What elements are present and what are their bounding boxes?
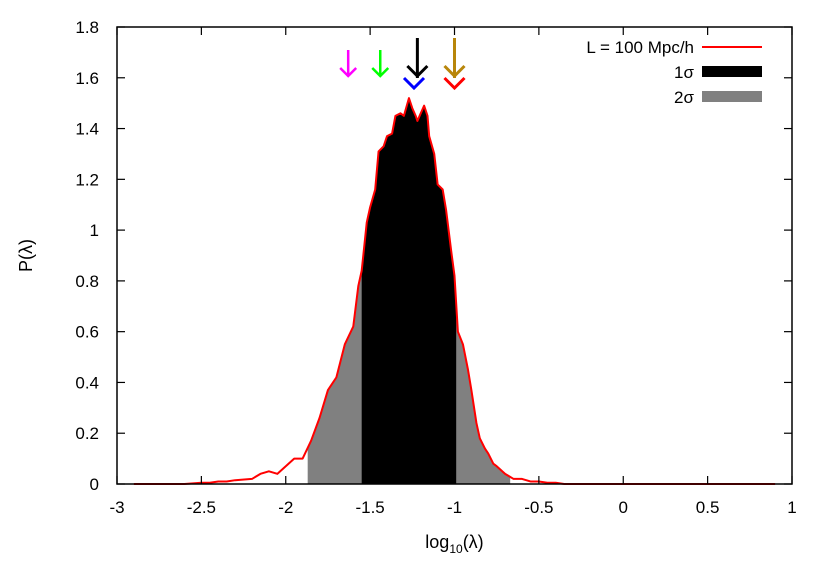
legend-label-2sigma: 2σ [674,88,694,107]
arrow-head [402,76,426,91]
arrow-marker [406,38,429,79]
x-tick-label: 0.5 [696,498,720,517]
x-tick-label: -3 [109,498,124,517]
y-tick-label: 0 [90,475,99,494]
y-tick-label: 1.4 [75,120,99,139]
x-tick-label: -1 [447,498,462,517]
arrow-head [406,64,429,79]
series-line [133,97,776,485]
x-tick-label: 0 [619,498,628,517]
x-axis-label-sub: 10 [449,542,463,556]
tick-layer: -3 -2.5 -2 -1.5 -1 -0.5 0 0.5 1 0 0.2 0.4 0.6 0.8 1 1.2… [75,18,796,517]
band-1sigma [361,98,457,484]
y-tick-label: 1 [90,221,99,240]
sigma-bands [307,98,511,484]
arrow-head [339,67,358,78]
x-tick-label: -2 [278,498,293,517]
y-tick-label: 0.2 [75,424,99,443]
legend-label-line: L = 100 Mpc/h [586,38,694,57]
x-tick-label: 1 [787,498,796,517]
legend-swatch-2sigma [702,91,762,102]
arrow-marker [402,76,426,91]
x-tick-label: -0.5 [524,498,553,517]
arrow-marker [443,76,466,91]
y-tick-label: 0.6 [75,323,99,342]
legend-swatch-1sigma [702,66,762,77]
arrow-head [371,67,390,78]
arrow-marker [339,50,358,78]
x-tick-label: -1.5 [355,498,384,517]
x-tick-label: -2.5 [187,498,216,517]
y-tick-label: 1.2 [75,170,99,189]
y-axis-label: P(λ) [16,239,36,272]
y-tick-label: 1.8 [75,18,99,37]
arrow-head [443,64,466,79]
x-axis-label-tail: (λ) [463,532,484,552]
y-tick-label: 0.8 [75,272,99,291]
arrow-head [443,76,466,91]
curve-layer [133,97,776,485]
x-axis-label: log10(λ) [425,532,483,556]
marker-layer [339,38,466,91]
y-tick-label: 1.6 [75,69,99,88]
arrow-marker [371,50,390,78]
y-tick-label: 0.4 [75,373,99,392]
arrow-marker [443,38,466,79]
legend-label-1sigma: 1σ [674,63,694,82]
legend: L = 100 Mpc/h 1σ 2σ [586,38,762,107]
x-axis-label-main: log [425,532,449,552]
